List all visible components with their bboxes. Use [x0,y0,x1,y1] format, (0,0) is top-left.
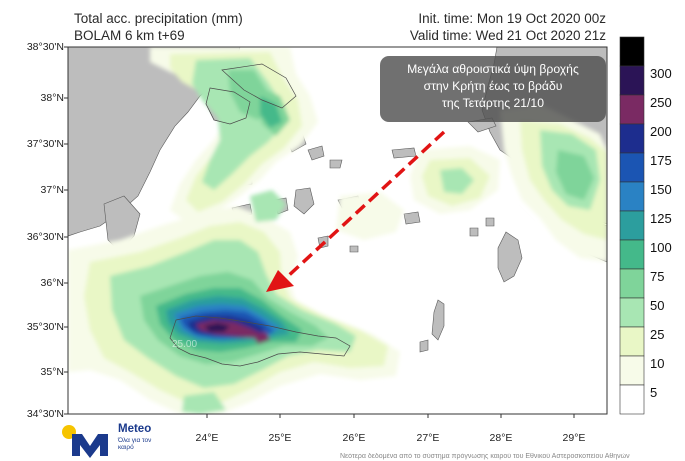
lat-label: 37°N [40,184,64,196]
colorbar-swatch-10 [619,326,645,357]
colorbar-swatch-150 [619,152,645,183]
lon-label: 29°E [562,432,586,444]
symi [485,217,495,227]
meteo-logo-icon [62,425,108,458]
map-frame [67,46,608,415]
colorbar-swatch-75 [619,239,645,270]
colorbar-label: 175 [650,153,672,168]
tilos [469,227,479,237]
colorbar-swatch-5 [619,355,645,386]
colorbar [619,36,645,415]
colorbar-swatch-175 [619,123,645,154]
coastlines [169,63,351,367]
colorbar-swatch-125 [619,181,645,212]
tinos [307,145,325,161]
ikaria [391,147,417,159]
lat-label: 38°30'N [26,41,64,53]
lon-label: 25°E [268,432,292,444]
colorbar-swatch-0 [619,384,645,415]
rhodes [497,231,523,283]
product-title: Total acc. precipitation (mm) [74,11,243,26]
lon-label: 28°E [489,432,513,444]
colorbar-label: 150 [650,182,672,197]
lon-label: 26°E [342,432,366,444]
colorbar-swatch-100 [619,210,645,241]
model-run: BOLAM 6 km t+69 [74,28,185,43]
lat-label: 36°N [40,277,64,289]
axis-ticks [64,46,575,418]
lat-label: 34°30'N [26,408,64,420]
header-right: Init. time: Mon 19 Oct 2020 00z Valid ti… [400,10,606,44]
callout-line: της Τετάρτης 21/10 [442,96,544,110]
colorbar-swatch-200 [619,94,645,125]
colorbar-label: 5 [650,385,658,400]
init-time: Init. time: Mon 19 Oct 2020 00z [418,11,606,26]
colorbar-label: 25 [650,327,665,342]
logo-name: Meteo [118,423,152,435]
colorbar-label: 200 [650,124,672,139]
lat-label: 35°30'N [26,321,64,333]
colorbar-label: 100 [650,240,672,255]
lon-label: 27°E [416,432,440,444]
anafi [349,245,359,253]
annotation-arrow [266,130,446,292]
callout-line: στην Κρήτη έως το βράδυ [423,79,563,93]
precipitation-field [68,47,607,414]
karpathos [431,299,445,341]
valid-time: Valid time: Wed 21 Oct 2020 21z [409,28,606,43]
astypalaia [403,211,421,225]
colorbar-label: 125 [650,211,672,226]
lat-label: 38°N [40,92,64,104]
colorbar-swatch-250 [619,65,645,96]
colorbar-swatch-50 [619,268,645,299]
colorbar-swatch-25 [619,297,645,328]
footer-cut-text: Νεότερα δεδομένα από το σύστημα πρόγνωση… [340,453,630,460]
lat-label: 35°N [40,366,64,378]
lat-label: 36°30'N [26,231,64,243]
colorbar-swatch-300plus [619,36,645,67]
colorbar-label: 50 [650,298,665,313]
map-value-label: 25.00 [172,339,198,350]
colorbar-label: 75 [650,269,665,284]
colorbar-label: 10 [650,356,665,371]
lat-label: 37°30'N [26,138,64,150]
header-left: Total acc. precipitation (mm) BOLAM 6 km… [74,10,243,44]
colorbar-label: 250 [650,95,672,110]
kasos [419,339,429,353]
lon-label: 24°E [195,432,219,444]
logo-tagline: Όλα για τον καιρό [118,437,152,451]
annotation-callout: Μεγάλα αθροιστικά ύψη βροχής στην Κρήτη … [380,56,606,122]
colorbar-label: 300 [650,66,672,81]
mykonos [329,159,343,169]
callout-line: Μεγάλα αθροιστικά ύψη βροχής [407,62,579,76]
naxos [293,187,315,215]
map-plot-area [68,47,607,414]
